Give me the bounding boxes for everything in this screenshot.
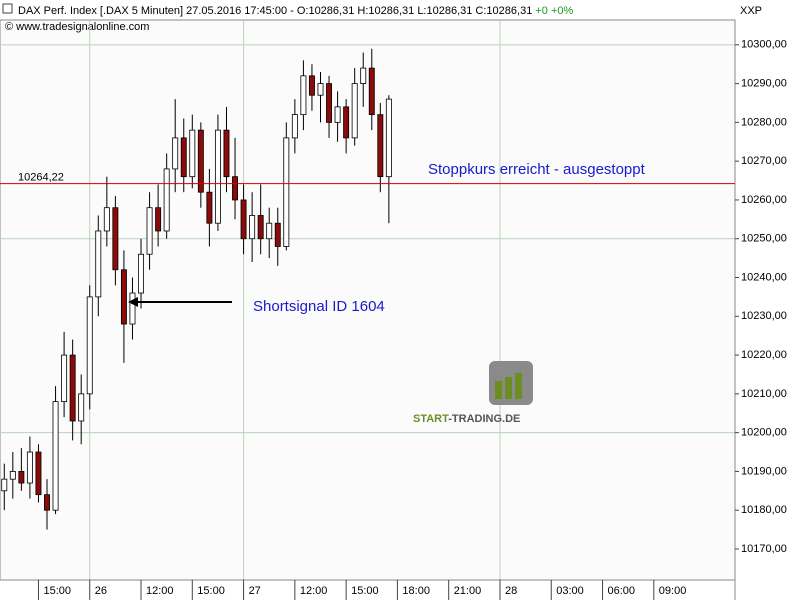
annotation: Stoppkurs erreicht - ausgestoppt: [428, 161, 646, 178]
candle-body: [1, 478, 8, 492]
candle-body: [308, 75, 315, 96]
x-tick-label: 27: [249, 585, 261, 597]
x-tick-label: 15:00: [351, 585, 379, 597]
candle-body: [69, 354, 76, 422]
candle-body: [291, 114, 298, 139]
arrow-head: [128, 297, 138, 307]
candle-body: [274, 222, 281, 247]
candle-body: [351, 83, 358, 139]
candle-body: [95, 230, 102, 298]
y-tick-label: 10170,00: [741, 543, 787, 555]
axis-label: XXP: [740, 5, 762, 17]
candle-body: [9, 471, 16, 480]
stop-label: 10264,22: [18, 171, 64, 183]
y-tick-label: 10220,00: [741, 349, 787, 361]
y-tick-label: 10280,00: [741, 116, 787, 128]
candle-body: [368, 67, 375, 116]
candle-body: [120, 269, 127, 325]
header: DAX Perf. Index [.DAX 5 Minuten] 27.05.2…: [2, 3, 762, 33]
candle-body: [385, 98, 392, 178]
candle-body: [300, 75, 307, 116]
annotation: Shortsignal ID 1604: [253, 298, 385, 315]
y-tick-label: 10210,00: [741, 388, 787, 400]
candles: [1, 48, 392, 530]
y-tick-label: 10230,00: [741, 310, 787, 322]
logo-icon: [495, 381, 502, 399]
candle-body: [317, 83, 324, 96]
candle-body: [249, 215, 256, 240]
candle-body: [129, 292, 136, 325]
logo-icon: [515, 373, 522, 399]
candle-body: [138, 253, 144, 294]
candle-body: [240, 199, 247, 240]
candle-body: [146, 207, 153, 255]
x-tick-label: 03:00: [556, 585, 584, 597]
candle-body: [377, 114, 384, 178]
candle-body: [266, 222, 273, 240]
candle-body: [206, 191, 213, 224]
logo-text: START-TRADING.DE: [413, 413, 520, 425]
candle-body: [214, 129, 221, 224]
grid: [0, 20, 735, 580]
candle-body: [232, 176, 238, 201]
x-tick-label: 28: [505, 585, 517, 597]
logo-text-1: START: [413, 413, 449, 425]
logo-text-2: -TRADING.DE: [448, 413, 520, 425]
x-tick-label: 15:00: [197, 585, 225, 597]
candle-body: [112, 207, 119, 271]
logo-icon: [505, 377, 512, 399]
candle-body: [223, 129, 230, 178]
y-tick-label: 10200,00: [741, 427, 787, 439]
x-tick-label: 12:00: [300, 585, 328, 597]
candle-body: [61, 354, 68, 403]
y-tick-label: 10240,00: [741, 271, 787, 283]
title-text: DAX Perf. Index [.DAX 5 Minuten] 27.05.2…: [18, 5, 532, 17]
chart-title: DAX Perf. Index [.DAX 5 Minuten] 27.05.2…: [18, 5, 574, 17]
y-tick-label: 10300,00: [741, 39, 787, 51]
candle-body: [172, 137, 179, 170]
candle-body: [155, 207, 162, 232]
x-tick-label: 06:00: [608, 585, 636, 597]
x-tick-label: 26: [95, 585, 107, 597]
x-tick-label: 21:00: [454, 585, 482, 597]
y-tick-label: 10270,00: [741, 155, 787, 167]
candle-body: [257, 215, 264, 240]
change-text: +0 +0%: [535, 5, 573, 17]
y-tick-label: 10190,00: [741, 465, 787, 477]
candle-body: [180, 137, 187, 178]
candle-body: [52, 401, 59, 511]
candle-body: [35, 451, 42, 496]
candle-body: [78, 393, 85, 422]
logo: START-TRADING.DE: [413, 361, 533, 425]
y-tick-label: 10250,00: [741, 233, 787, 245]
x-tick-label: 09:00: [659, 585, 687, 597]
candle-body: [18, 471, 25, 484]
candle-body: [343, 106, 350, 139]
header-icon: [2, 3, 13, 14]
candle-body: [360, 67, 367, 85]
candle-body: [86, 296, 93, 395]
candle-body: [103, 207, 110, 232]
x-tick-label: 12:00: [146, 585, 174, 597]
y-tick-label: 10180,00: [741, 504, 787, 516]
x-tick-label: 15:00: [43, 585, 71, 597]
candle-body: [44, 494, 50, 511]
candle-body: [26, 451, 33, 484]
candle-body: [326, 83, 333, 123]
candle-body: [197, 129, 204, 193]
candle-body: [283, 137, 290, 247]
subtitle: © www.tradesignalonline.com: [5, 21, 149, 33]
y-tick-label: 10260,00: [741, 194, 787, 206]
y-tick-label: 10290,00: [741, 78, 787, 90]
candle-body: [189, 129, 196, 178]
candle-body: [334, 106, 341, 123]
x-tick-label: 18:00: [402, 585, 430, 597]
candle-body: [163, 168, 170, 232]
